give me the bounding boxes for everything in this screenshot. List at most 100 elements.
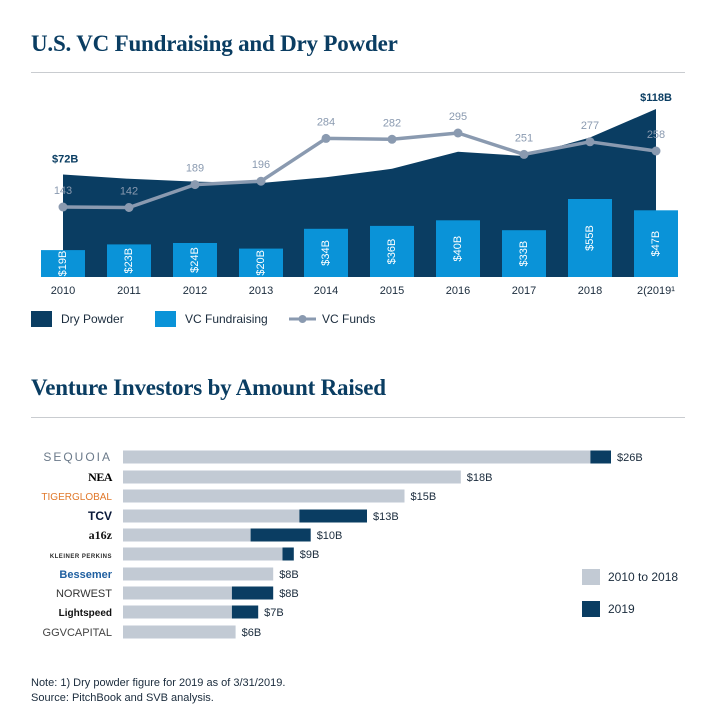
fundraising-bar-label: $34B [320,240,332,266]
investor-name-label: Lightspeed [59,608,112,619]
vc-funds-point [58,202,68,212]
vc-funds-label: 142 [120,186,138,198]
investor-name-label: NORWEST [56,588,112,600]
investor-total-label: $7B [264,607,284,619]
investor-name-label: SEQUOIA [43,450,112,464]
investor-bar-2010-2018 [123,625,236,639]
fundraising-bar [370,225,414,277]
investor-total-label: $8B [279,588,299,600]
fundraising-bar [502,230,546,277]
vc-funds-label: 295 [449,111,467,123]
legend-2019-swatch [582,601,600,617]
investor-total-label: $6B [242,627,262,639]
fundraising-bar [173,243,217,277]
chart1-divider [31,72,685,73]
fundraising-bar [568,199,612,277]
investor-bar-2019 [250,528,311,542]
legend-vc-funds-label: VC Funds [322,312,375,326]
footnote-source: Source: PitchBook and SVB analysis. [31,692,214,704]
investor-bar-2010-2018 [123,470,461,484]
vc-funds-point [585,137,595,147]
footnote: Note: 1) Dry powder figure for 2019 as o… [31,676,285,706]
investor-bar-2010-2018 [123,450,591,464]
vc-funds-line [62,131,657,210]
fundraising-bar [41,250,85,277]
legend-fundraising-swatch [155,311,176,327]
investor-name-label: Bessemer [59,569,112,581]
legend-2019-label: 2019 [608,602,635,616]
investor-bar-2019 [231,586,274,600]
vc-funds-label: 277 [581,120,599,132]
year-tick-label: 2015 [380,285,404,297]
fundraising-bar-label: $36B [386,239,398,265]
investor-name-label: TCV [88,509,112,523]
vc-funds-label: 284 [317,116,335,128]
chart1-title: U.S. VC Fundraising and Dry Powder [31,31,398,56]
fundraising-bar-label: $55B [584,225,596,251]
investor-total-label: $15B [411,491,437,503]
legend-dry-powder-swatch [31,311,52,327]
investor-bar-2010-2018 [123,586,232,600]
vc-funds-label: 251 [515,132,533,144]
fundraising-bar-label: $40B [452,236,464,262]
investor-total-label: $13B [373,511,399,523]
legend-vc-funds-marker [298,315,307,323]
vc-funds-point [519,149,529,159]
fundraising-bar [239,248,283,277]
fundraising-bar [107,244,151,277]
vc-funds-label: 282 [383,117,401,129]
fundraising-bar-label: $19B [57,251,69,277]
year-tick-label: 2014 [314,285,338,297]
legend-2010-2018-label: 2010 to 2018 [608,570,678,584]
legend-dry-powder-label: Dry Powder [61,312,124,326]
legend-fundraising-label: VC Fundraising [185,312,268,326]
investor-name-label: NEA [88,470,113,484]
investor-total-label: $8B [279,569,299,581]
year-tick-label: 2018 [578,285,602,297]
investor-bar-2010-2018 [123,547,283,561]
fundraising-bar [436,220,480,277]
fundraising-bar-label: $23B [123,248,135,274]
fundraising-bar [634,210,678,277]
investor-bar-2010-2018 [123,489,405,503]
investor-name-label: TIGERGLOBAL [41,492,112,503]
vc-funds-point [651,146,661,156]
vc-funds-label: 143 [54,185,72,197]
dry-powder-label-2019: $118B [640,92,672,104]
vc-funds-point [321,133,331,143]
vc-funds-point [190,180,200,190]
vc-funds-point [387,134,397,144]
fundraising-bar-label: $47B [650,231,662,257]
chart2-title: Venture Investors by Amount Raised [31,375,386,400]
investor-name-label: a16z [89,528,113,542]
year-tick-label: 2013 [249,285,273,297]
investor-bar-2019 [231,605,259,619]
investor-bar-2019 [299,509,367,523]
fundraising-bar [304,228,348,277]
investor-bar-2010-2018 [123,567,274,581]
year-tick-label: 2011 [117,285,141,297]
investor-bar-2010-2018 [123,605,232,619]
investor-total-label: $18B [467,472,493,484]
vc-funds-label: 196 [252,159,270,171]
year-tick-label: 2017 [512,285,536,297]
investor-bar-2019 [282,547,294,561]
investor-bar-2010-2018 [123,528,251,542]
investor-name-label: GGVCAPITAL [43,627,112,639]
investor-total-label: $26B [617,452,643,464]
investor-total-label: $10B [317,530,343,542]
fundraising-bar-label: $33B [518,241,530,267]
investor-bar-2019 [590,450,611,464]
vc-funds-point [124,203,134,212]
legend-2010-2018-swatch [582,569,600,585]
dry-powder-label-2010: $72B [52,153,78,165]
fundraising-bar-label: $24B [189,247,201,273]
vc-funds-point [453,128,463,138]
footnote-note: Note: 1) Dry powder figure for 2019 as o… [31,677,286,689]
vc-funds-label: 258 [647,129,665,141]
year-tick-label: 2016 [446,285,470,297]
investor-bar-2010-2018 [123,509,300,523]
year-tick-label: 2(2019¹ [637,285,675,297]
